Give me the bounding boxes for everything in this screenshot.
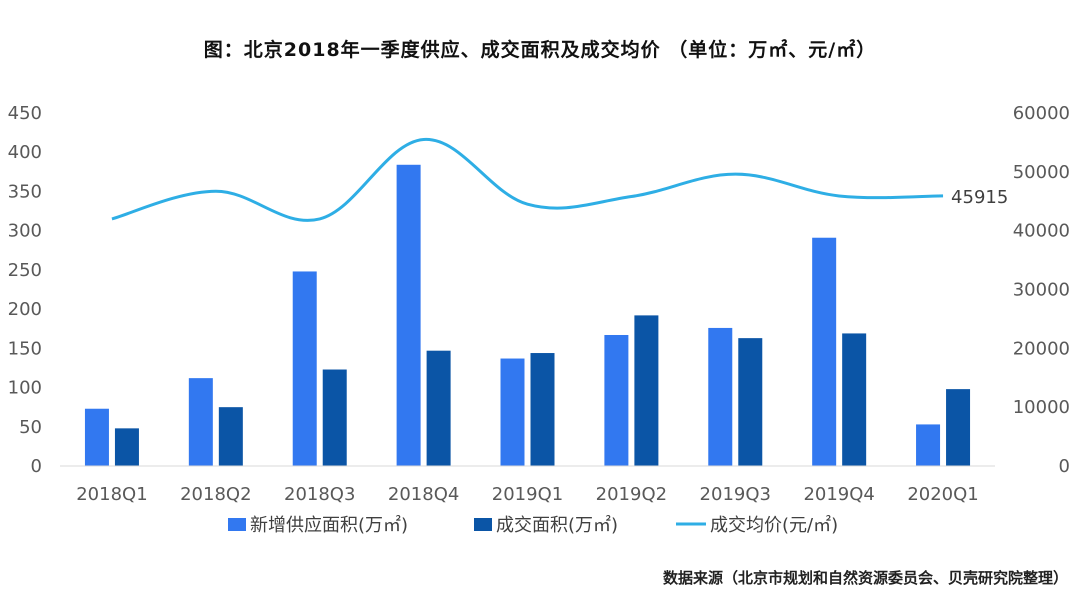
supply-bar: [396, 164, 421, 467]
x-tick-label: 2019Q2: [596, 484, 667, 505]
x-axis: 2018Q1 2018Q2 2018Q3 2018Q4 2019Q1 2019Q2 2019…: [76, 484, 979, 505]
x-tick-label: 2018Q4: [388, 484, 459, 505]
right-tick-label: 50000: [1013, 162, 1070, 183]
right-tick-label: 40000: [1013, 221, 1070, 242]
left-axis: 0 50 100 150 200 250 300 350 400 450: [8, 103, 42, 477]
x-tick-label: 2018Q1: [76, 484, 147, 505]
supply-bar: [188, 378, 213, 466]
left-tick-label: 100: [8, 378, 42, 399]
x-tick-label: 2018Q3: [284, 484, 355, 505]
supply-bar: [916, 424, 941, 466]
legend-swatch-supply: [228, 518, 246, 531]
x-tick-label: 2019Q1: [492, 484, 563, 505]
left-tick-label: 400: [8, 142, 42, 163]
supply-bar: [604, 334, 629, 466]
left-tick-label: 150: [8, 338, 42, 359]
left-tick-label: 300: [8, 221, 42, 242]
supply-bar: [812, 237, 837, 466]
source-note: 数据来源（北京市规划和自然资源委员会、贝壳研究院整理）: [663, 569, 1068, 587]
right-axis: 0 10000 20000 30000 40000 50000 60000: [1013, 103, 1070, 477]
right-tick-label: 10000: [1013, 397, 1070, 418]
right-tick-label: 0: [1059, 456, 1070, 477]
legend-label-deal: 成交面积(万㎡): [496, 514, 618, 536]
deal-bar: [426, 350, 451, 466]
right-tick-label: 30000: [1013, 280, 1070, 301]
legend-swatch-deal: [474, 518, 492, 531]
x-tick-label: 2018Q2: [180, 484, 251, 505]
left-tick-label: 450: [8, 103, 42, 124]
deal-bar: [738, 338, 763, 466]
chart-title: 图：北京2018年一季度供应、成交面积及成交均价 （单位：万㎡、元/㎡）: [204, 38, 876, 61]
left-tick-label: 200: [8, 299, 42, 320]
x-tick-label: 2020Q1: [907, 484, 978, 505]
deal-bar: [946, 389, 971, 466]
legend-label-price: 成交均价(元/㎡): [710, 514, 838, 536]
deal-bar: [530, 353, 555, 466]
right-tick-label: 20000: [1013, 338, 1070, 359]
bar-series: [84, 164, 971, 467]
supply-bar: [292, 271, 317, 466]
x-tick-label: 2019Q4: [803, 484, 874, 505]
deal-bar: [842, 333, 867, 466]
deal-bar: [218, 407, 243, 466]
left-tick-label: 350: [8, 181, 42, 202]
supply-bar: [708, 327, 733, 466]
right-tick-label: 60000: [1013, 103, 1070, 124]
left-tick-label: 250: [8, 260, 42, 281]
deal-bar: [322, 369, 347, 466]
left-tick-label: 0: [31, 456, 42, 477]
supply-bar: [500, 358, 525, 466]
legend: 新增供应面积(万㎡) 成交面积(万㎡) 成交均价(元/㎡): [228, 514, 838, 536]
deal-bar: [114, 428, 139, 466]
price-line: [111, 137, 944, 222]
left-tick-label: 50: [19, 417, 42, 438]
line-series: 45915: [111, 137, 1008, 222]
supply-bar: [84, 408, 109, 466]
deal-bar: [634, 315, 659, 466]
legend-label-supply: 新增供应面积(万㎡): [250, 514, 408, 536]
price-data-label: 45915: [951, 187, 1008, 208]
x-tick-label: 2019Q3: [700, 484, 771, 505]
